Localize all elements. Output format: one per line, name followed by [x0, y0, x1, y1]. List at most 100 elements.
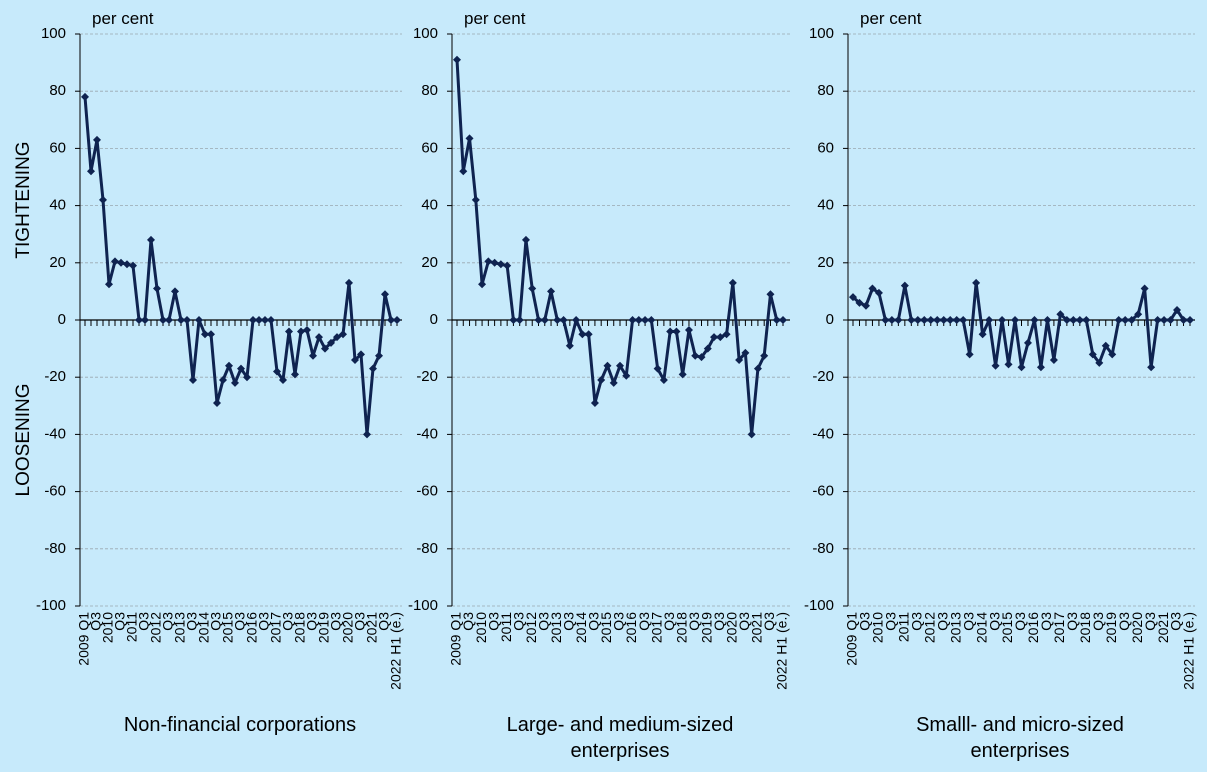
x-tick-label: Q3	[112, 612, 128, 631]
data-point	[926, 316, 935, 324]
data-point	[741, 348, 750, 357]
x-tick-label: Q3	[256, 612, 272, 631]
x-tick-label: Q3	[883, 612, 899, 631]
data-point	[153, 284, 161, 293]
data-point	[874, 288, 883, 297]
data-point	[135, 316, 143, 324]
x-tick-label: 2017	[648, 612, 664, 643]
x-tick-label: 2020	[724, 612, 740, 643]
data-point	[327, 338, 335, 347]
data-point	[303, 326, 311, 335]
data-point	[672, 327, 681, 336]
x-tick-label: 2020	[340, 612, 356, 643]
data-point	[1082, 316, 1091, 324]
x-tick-label: 2010	[100, 612, 116, 643]
y-tick-label: -80	[44, 540, 66, 557]
data-point	[1166, 316, 1175, 324]
x-tick-label: 2021	[364, 612, 380, 643]
y-tick-label: 60	[421, 139, 438, 156]
data-point	[99, 195, 107, 204]
x-tick-label: 2021	[1155, 612, 1171, 643]
data-point	[659, 376, 668, 385]
data-point	[105, 280, 113, 289]
y-tick-label: 100	[413, 25, 438, 42]
y-tick-label: 20	[49, 254, 66, 271]
data-point	[177, 316, 185, 324]
data-point	[387, 316, 395, 324]
x-tick-label: 2012	[921, 612, 937, 643]
y-tick-label: -100	[804, 597, 834, 614]
y-tick-label: -40	[812, 425, 834, 442]
y-tick-label: -60	[44, 483, 66, 500]
data-point	[339, 330, 347, 339]
data-point	[1153, 316, 1162, 324]
y-tick-label: -100	[36, 597, 66, 614]
data-point	[111, 257, 119, 266]
data-point	[1088, 350, 1097, 359]
data-point	[622, 371, 631, 380]
data-point	[321, 344, 329, 353]
data-point	[920, 316, 929, 324]
data-point	[1075, 316, 1084, 324]
y-tick-label: -60	[416, 483, 438, 500]
data-point	[565, 341, 574, 350]
data-point	[855, 298, 864, 307]
data-point	[894, 316, 903, 324]
x-tick-label: 2015	[999, 612, 1015, 643]
data-point	[345, 278, 353, 287]
x-tick-label: Q3	[352, 612, 368, 631]
data-point	[1101, 341, 1110, 350]
x-tick-label: Q3	[686, 612, 702, 631]
data-point	[978, 330, 987, 339]
data-point	[760, 351, 769, 360]
x-tick-label: 2012	[148, 612, 164, 643]
data-point	[1147, 363, 1156, 372]
data-point	[590, 398, 599, 407]
data-point	[351, 356, 359, 365]
panel-title: Non-financial corporations	[123, 714, 357, 736]
data-point	[716, 333, 725, 342]
x-tick-label: Q3	[304, 612, 320, 631]
x-tick-label: Q3	[208, 612, 224, 631]
unit-label: per cent	[860, 9, 922, 28]
data-point	[249, 316, 257, 324]
x-tick-label: Q3	[960, 612, 976, 631]
x-tick-label: Q3	[1038, 612, 1054, 631]
x-tick-label: 2017	[1051, 612, 1067, 643]
x-tick-label: Q3	[184, 612, 200, 631]
data-point	[309, 351, 317, 360]
data-point	[363, 430, 371, 439]
data-point	[1011, 316, 1020, 324]
data-point	[772, 316, 781, 324]
data-point	[478, 280, 487, 289]
y-tick-label: 0	[826, 311, 834, 328]
data-point	[213, 398, 221, 407]
data-point	[509, 316, 518, 324]
data-point	[369, 364, 377, 373]
x-tick-label: 2016	[244, 612, 260, 643]
data-line	[455, 59, 783, 436]
data-point	[333, 333, 341, 342]
x-tick-label: 2011	[498, 612, 514, 642]
data-point	[553, 316, 562, 324]
data-point	[678, 370, 687, 379]
data-point	[87, 167, 95, 176]
x-tick-label: 2016	[623, 612, 639, 643]
data-point	[261, 316, 269, 324]
data-point	[490, 258, 499, 267]
x-tick-label: 2009 Q1	[844, 612, 860, 666]
x-tick-label: 2009 Q1	[448, 612, 464, 666]
data-point	[381, 290, 389, 299]
data-point	[267, 316, 275, 324]
x-tick-label: Q3	[328, 612, 344, 631]
data-point	[559, 316, 568, 324]
data-point	[753, 364, 762, 373]
x-tick-label: Q3	[485, 612, 501, 631]
data-point	[1069, 316, 1078, 324]
x-tick-label: Q3	[1064, 612, 1080, 631]
data-point	[666, 327, 675, 336]
x-tick-label: Q3	[1116, 612, 1132, 631]
x-tick-label: Q3	[857, 612, 873, 631]
x-tick-label: 2012	[523, 612, 539, 643]
x-tick-label: Q3	[1142, 612, 1158, 631]
